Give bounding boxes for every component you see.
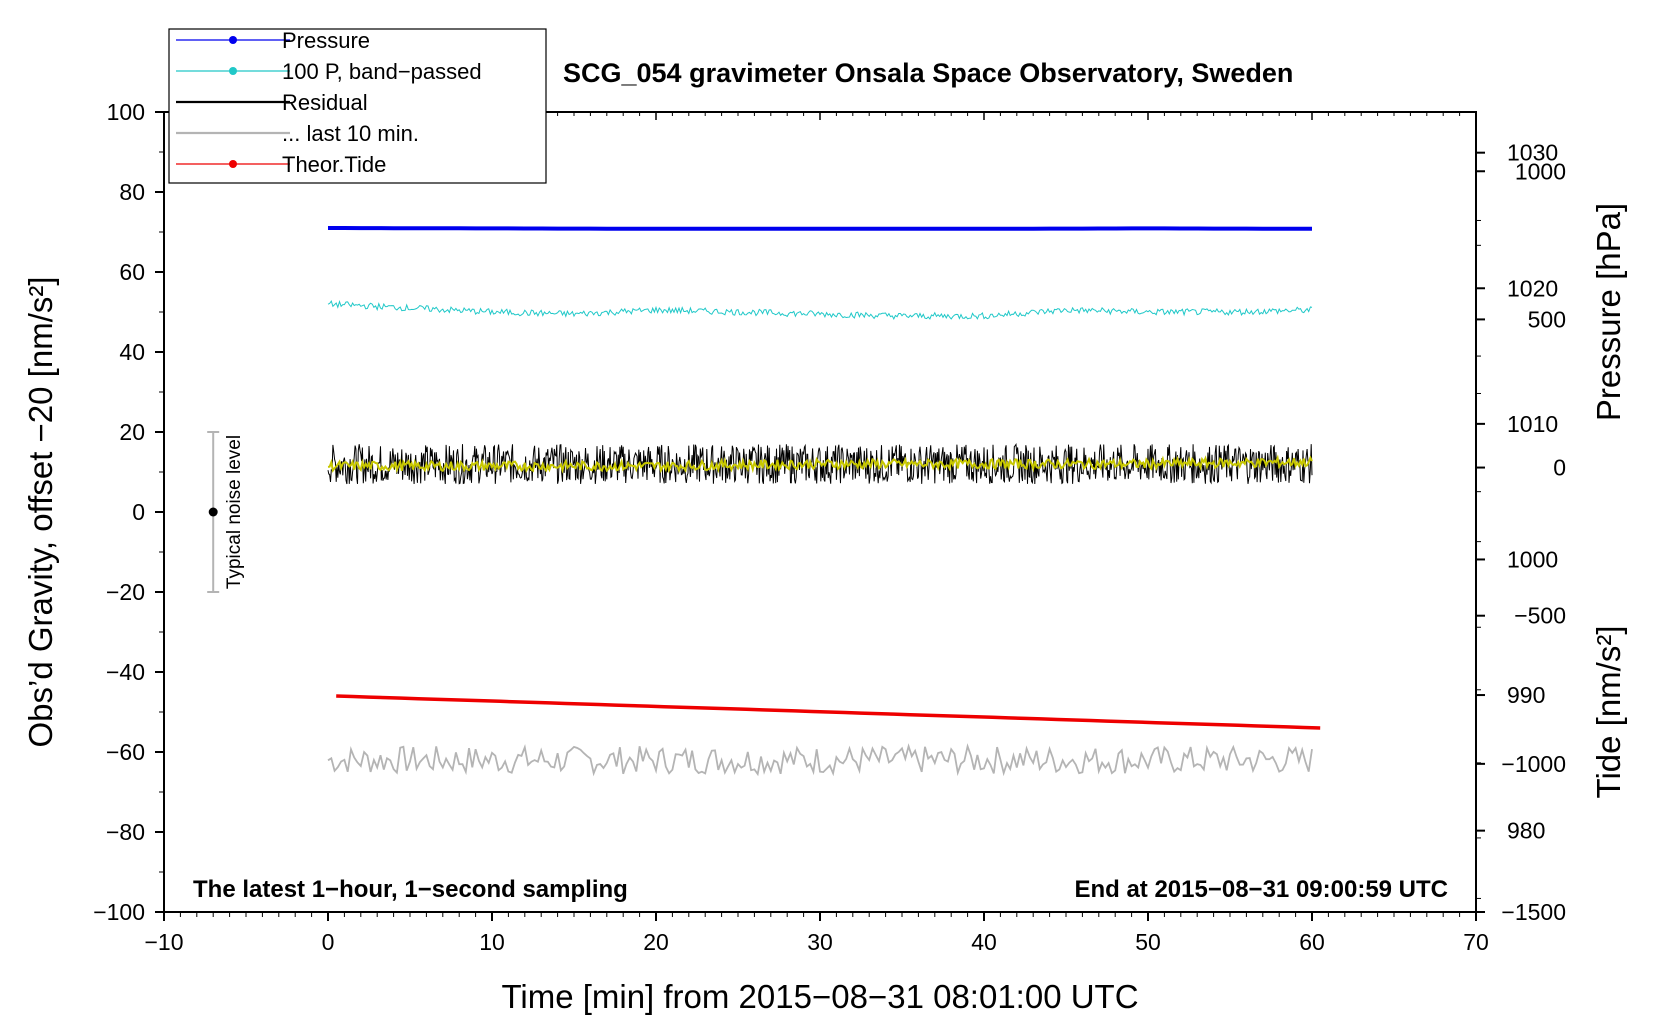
y-tick-label: −100 (93, 899, 145, 925)
y-tick-label: −40 (106, 659, 145, 685)
tide-tick-label: −500 (1514, 603, 1566, 629)
noise-bar: Typical noise level (207, 431, 245, 593)
y-tick-label: 0 (132, 499, 145, 525)
plot-frame (163, 111, 1477, 913)
x-tick-label: −10 (144, 929, 183, 955)
y-axis-title-tide: Tide [nm/s²] (1590, 626, 1627, 799)
legend-marker (229, 36, 237, 44)
y-tick-label: −60 (106, 739, 145, 765)
legend: Pressure 100 P, band−passed Residual ... la… (168, 28, 547, 184)
legend-label: Pressure (282, 28, 370, 53)
legend-box (168, 28, 547, 184)
series-group (327, 226, 1321, 777)
residual-line (327, 443, 1313, 485)
y-axis-title-left: Obs’d Gravity, offset −20 [nm/s²] (22, 276, 59, 747)
y-tick-label: −80 (106, 819, 145, 845)
pressure-tick-label: 1010 (1507, 411, 1558, 437)
pressure-line (328, 226, 1312, 231)
annotation-right: End at 2015−08−31 09:00:59 UTC (1074, 876, 1448, 903)
y-tick-label: 60 (119, 259, 145, 285)
legend-label: ... last 10 min. (282, 121, 419, 146)
tide-tick-label: 0 (1553, 455, 1566, 481)
pressure-tick-label: 1030 (1507, 140, 1558, 166)
residual-smoothed-line (327, 454, 1313, 474)
y-tick-label: 80 (119, 179, 145, 205)
chart-title: SCG_054 gravimeter Onsala Space Observat… (563, 58, 1293, 88)
legend-label: Residual (282, 90, 368, 115)
x-tick-label: 40 (971, 929, 997, 955)
x-tick-label: 60 (1299, 929, 1325, 955)
tick-group: −10 0 10 20 30 40 50 60 70−100−80−60−40−20020406… (93, 99, 1566, 955)
tide-tick-label: −1000 (1501, 751, 1566, 777)
pressure-tick-label: 990 (1507, 682, 1545, 708)
noise-bar-center (208, 507, 218, 517)
annotation-left: The latest 1−hour, 1−second sampling (193, 876, 628, 903)
y-tick-label: 40 (119, 339, 145, 365)
pressure-tick-label: 1020 (1507, 275, 1558, 301)
legend-items: Pressure 100 P, band−passed Residual ... la… (176, 28, 482, 177)
x-tick-label: 50 (1135, 929, 1161, 955)
y-axis-title-pressure: Pressure [hPa] (1590, 203, 1627, 421)
y-tick-label: −20 (106, 579, 145, 605)
x-axis-title: Time [min] from 2015−08−31 08:01:00 UTC (501, 978, 1138, 1015)
legend-label: Theor.Tide (282, 152, 386, 177)
x-tick-label: 10 (479, 929, 505, 955)
x-tick-label: 20 (643, 929, 669, 955)
noise-bar-label: Typical noise level (224, 435, 245, 589)
y-tick-label: 20 (119, 419, 145, 445)
last-10-min-line (327, 743, 1313, 777)
x-tick-label: 70 (1463, 929, 1489, 955)
legend-label: 100 P, band−passed (282, 59, 482, 84)
x-tick-label: 0 (322, 929, 335, 955)
y-tick-label: 100 (107, 99, 145, 125)
legend-marker (229, 67, 237, 75)
x-tick-label: 30 (807, 929, 833, 955)
tide-tick-label: 500 (1528, 306, 1566, 332)
legend-marker (229, 160, 237, 168)
pressure-tick-label: 980 (1507, 818, 1545, 844)
tide-tick-label: −1500 (1501, 899, 1566, 925)
pressure-tick-label: 1000 (1507, 546, 1558, 572)
band-passed-line (327, 299, 1313, 321)
tide-line (336, 694, 1321, 730)
tide-tick-label: 1000 (1515, 158, 1566, 184)
